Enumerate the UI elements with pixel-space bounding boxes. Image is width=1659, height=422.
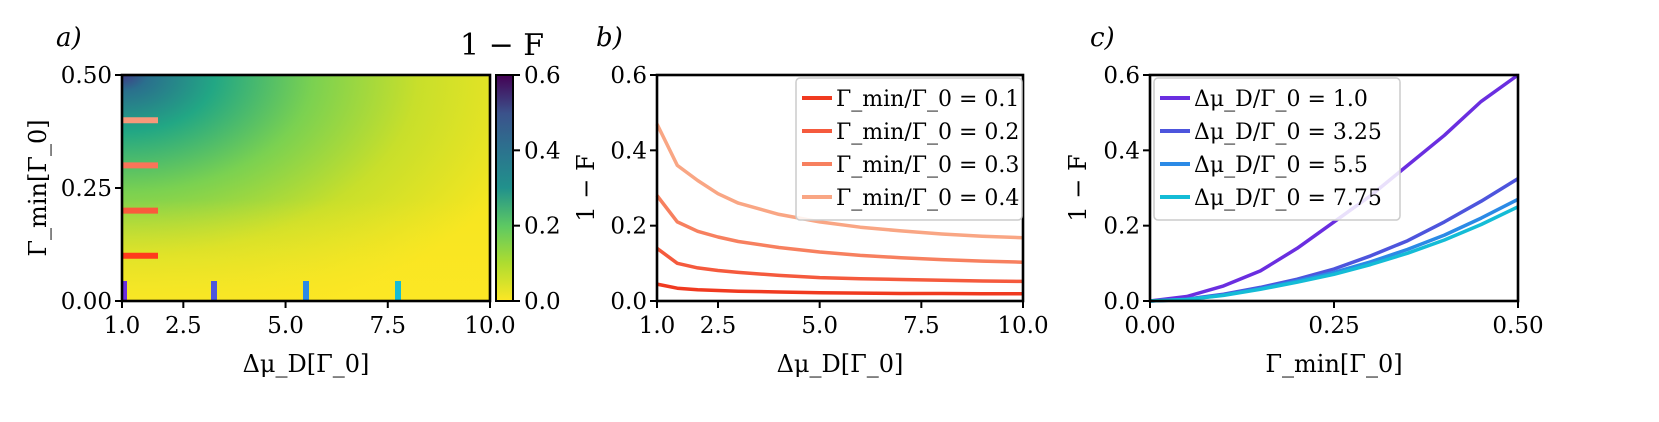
legend-label: Γ_min/Γ_0 = 0.3 (836, 153, 1019, 178)
x-tick-label: 2.5 (165, 313, 202, 339)
colorbar (495, 74, 514, 302)
colorbar-title: 1 − F (460, 28, 544, 63)
series-line (1149, 73, 1520, 303)
legend-label: Δμ_D/Γ_0 = 7.75 (1194, 186, 1382, 211)
heatmap-axes: 1.0 2.5 5.0 7.5 10.0 0.00 0.25 0.50 (61, 63, 516, 339)
legend-label: Δμ_D/Γ_0 = 3.25 (1194, 120, 1382, 145)
x-tick-label: 5.0 (267, 313, 304, 339)
y-tick-label: 0.6 (610, 63, 647, 89)
panel-c-ylabel: 1 − F (1064, 154, 1092, 221)
panel-b-letter: b) (596, 23, 623, 53)
colorbar-tick-label: 0.2 (524, 214, 561, 240)
x-tick-label: 7.5 (903, 313, 940, 339)
colorbar-tick-label: 0.0 (524, 289, 561, 315)
series-line (655, 194, 1024, 264)
legend-box (795, 77, 1023, 221)
panel-a-ylabel: Γ_min[Γ_0] (24, 119, 52, 256)
panel-b-legend: Γ_min/Γ_0 = 0.1 Γ_min/Γ_0 = 0.2 Γ_min/Γ_0 … (795, 77, 1023, 221)
panel-c-series (1149, 73, 1520, 303)
x-tick-label: 10.0 (464, 313, 515, 339)
colorbar-tick-label: 0.6 (524, 63, 561, 89)
legend-box (1153, 77, 1401, 221)
x-tick-label: 5.0 (801, 313, 838, 339)
heatmap-markers (121, 117, 401, 301)
x-tick-label: 0.00 (1124, 313, 1175, 339)
panel-c-xlabel: Γ_min[Γ_0] (1265, 350, 1402, 378)
x-tick-label: 1.0 (104, 313, 141, 339)
panel-a: 1.0 2.5 5.0 7.5 10.00.000.250.50 0.00.20.40.… (24, 28, 561, 378)
colorbar-ticks: 0.0 0.2 0.4 0.6 (513, 63, 561, 315)
panel-b-xlabel: Δμ_D[Γ_0] (777, 350, 904, 378)
legend-label: Γ_min/Γ_0 = 0.2 (836, 120, 1019, 145)
x-tick-label: 0.50 (1492, 313, 1543, 339)
panel-c-letter: c) (1090, 23, 1115, 53)
series-line (656, 282, 1023, 296)
panel-a-letter: a) (56, 23, 82, 53)
y-tick-label: 0.2 (610, 214, 647, 240)
legend-label: Δμ_D/Γ_0 = 1.0 (1194, 87, 1368, 112)
x-tick-label: 0.25 (1308, 313, 1359, 339)
series-line (655, 246, 1024, 284)
panel-a-xlabel: Δμ_D[Γ_0] (243, 350, 370, 378)
x-tick-label: 10.0 (997, 313, 1048, 339)
y-tick-label: 0.4 (610, 138, 647, 164)
panel-b-axes: 1.0 2.5 5.0 7.5 10.0 0.0 0.2 0.4 0.6 (610, 63, 1048, 339)
legend-label: Γ_min/Γ_0 = 0.4 (836, 186, 1019, 211)
panel-b: 1.0 2.5 5.0 7.5 10.0 0.0 0.2 0.4 0.6 Γ_min/Γ_0 =… (572, 63, 1049, 378)
y-tick-label: 0.6 (1103, 63, 1140, 89)
panel-c-legend: Δμ_D/Γ_0 = 1.0 Δμ_D/Γ_0 = 3.25 Δμ_D/Γ_0 = … (1153, 77, 1401, 221)
legend-label: Δμ_D/Γ_0 = 5.5 (1194, 153, 1368, 178)
y-tick-label: 0.50 (61, 63, 112, 89)
y-tick-label: 0.00 (61, 289, 112, 315)
colorbar-tick-label: 0.4 (524, 138, 561, 164)
x-tick-label: 7.5 (369, 313, 406, 339)
x-tick-label: 1.0 (639, 313, 676, 339)
series-line (1149, 205, 1519, 303)
legend-label: Γ_min/Γ_0 = 0.1 (836, 87, 1019, 112)
y-tick-label: 0.2 (1103, 214, 1140, 240)
y-tick-label: 0.0 (1103, 289, 1140, 315)
y-tick-label: 0.25 (61, 176, 112, 202)
panel-c-axes: 0.00 0.25 0.50 0.0 0.2 0.4 0.6 (1103, 63, 1543, 339)
panel-b-frame (655, 73, 1025, 303)
y-tick-label: 0.0 (610, 289, 647, 315)
y-tick-label: 0.4 (1103, 138, 1140, 164)
panel-c: 0.00 0.25 0.500.00.20.40.6 Δμ_D/Γ_0 = 1.0Δ… (1064, 63, 1544, 378)
panel-b-ylabel: 1 − F (572, 154, 600, 221)
x-tick-label: 2.5 (700, 313, 737, 339)
